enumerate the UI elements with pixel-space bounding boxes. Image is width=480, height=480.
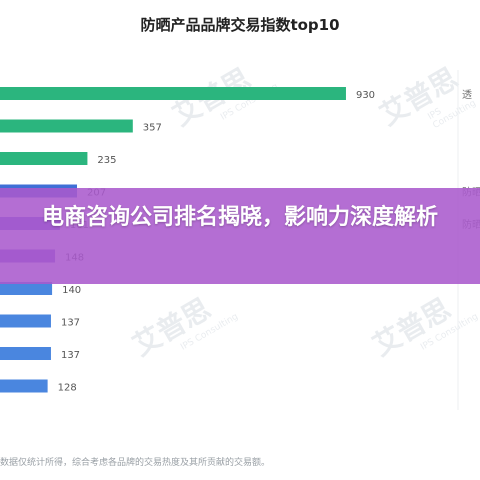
footnote: 数据仅统计所得，综合考虑各品牌的交易热度及其所贡献的交易额。 [0, 458, 271, 468]
data-label: 235 [97, 155, 116, 166]
bar [0, 347, 51, 360]
overlay-banner [0, 188, 480, 284]
data-label: 357 [143, 123, 162, 134]
data-label: 137 [61, 350, 80, 361]
bar [0, 87, 346, 100]
data-label: 140 [62, 285, 81, 296]
bar [0, 282, 53, 295]
bar [0, 314, 51, 328]
bar [0, 152, 88, 165]
chart-title: 防晒产品品牌交易指数top10 [140, 16, 340, 34]
data-label: 930 [356, 90, 375, 101]
data-label: 137 [61, 318, 80, 329]
bar [0, 119, 133, 133]
category-label: 透 [462, 89, 472, 101]
bar [0, 379, 48, 393]
data-label: 128 [58, 383, 77, 394]
overlay-headline: 电商咨询公司排名揭晓，影响力深度解析 [41, 205, 438, 230]
